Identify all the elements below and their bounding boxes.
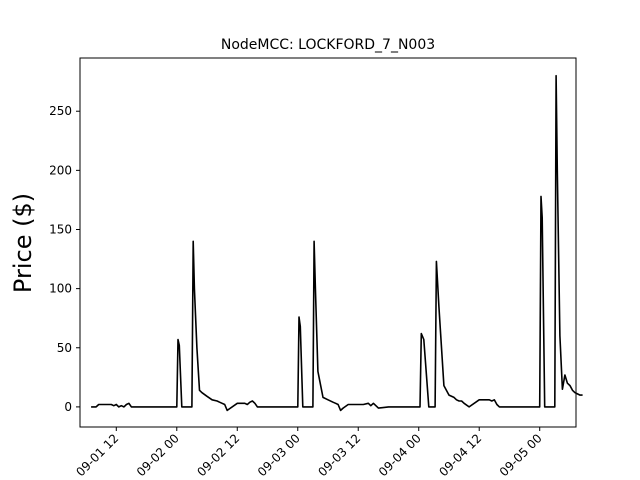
y-axis-label: Price ($): [9, 193, 37, 293]
x-tick-label: 09-02 12: [194, 431, 242, 479]
price-series-line: [91, 74, 583, 412]
y-tick-label: 200: [49, 163, 72, 177]
chart-title: NodeMCC: LOCKFORD_7_N003: [221, 37, 435, 53]
plot-area: 0 50 100 150 200 250 09-01 12 09-02 00 09-02 12 0…: [49, 57, 583, 479]
y-tick-label: 100: [49, 282, 72, 296]
x-tick-label: 09-05 00: [497, 431, 545, 479]
x-tick-label: 09-03 00: [255, 431, 303, 479]
y-tick-label: 0: [64, 400, 72, 414]
x-tick-label: 09-02 00: [134, 431, 182, 479]
y-tick-label: 150: [49, 222, 72, 236]
x-tick-label: 09-03 12: [315, 431, 363, 479]
y-tick-label: 50: [57, 341, 72, 355]
x-tick-label: 09-01 12: [73, 431, 121, 479]
x-tick-label: 09-04 00: [376, 431, 424, 479]
x-tick-label: 09-04 12: [436, 431, 484, 479]
plot-frame: [79, 57, 577, 428]
y-tick-label: 250: [49, 104, 72, 118]
